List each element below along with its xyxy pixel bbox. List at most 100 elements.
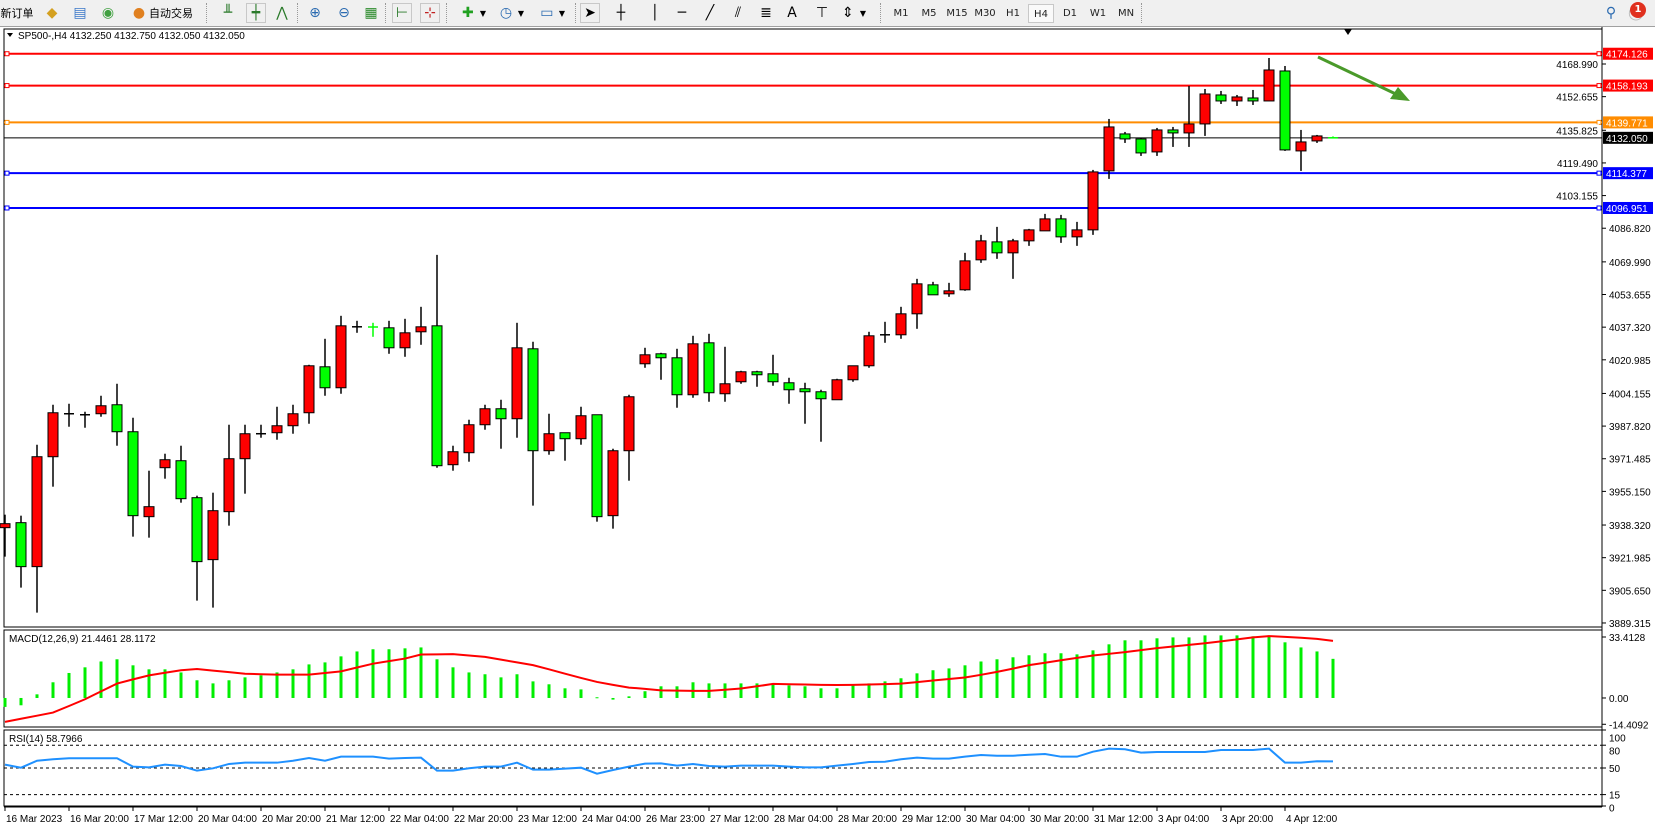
candle-body <box>559 432 571 440</box>
candle <box>911 278 923 329</box>
level-handle <box>1596 205 1602 211</box>
candle <box>47 404 59 487</box>
candle <box>1151 127 1163 156</box>
auto-trading-button[interactable]: ● 自动交易 <box>122 3 200 23</box>
zoom-out-icon[interactable]: ⊖ <box>338 5 350 21</box>
timeframe-mn[interactable]: MN <box>1117 8 1135 19</box>
auto-scroll-icon[interactable]: ⊢ <box>392 3 412 23</box>
timeframe-w1[interactable]: W1 <box>1089 8 1107 19</box>
periods-button[interactable]: ◷ ▼ <box>494 3 526 23</box>
search-icon[interactable]: ⚲ <box>1605 5 1617 21</box>
time-label: 30 Mar 04:00 <box>966 814 1025 825</box>
candle <box>1279 65 1291 151</box>
candle <box>511 322 523 438</box>
timeframe-h1[interactable]: H1 <box>1006 8 1020 19</box>
new-order-button[interactable]: 新订单 <box>0 3 34 23</box>
chart-shift-icon[interactable]: ⊹ <box>420 3 440 23</box>
candle <box>799 382 811 424</box>
timeframe-m1[interactable]: M1 <box>893 8 909 19</box>
candle-body <box>1007 240 1019 254</box>
templates-button[interactable]: ▭ ▼ <box>535 3 567 23</box>
vertical-line-icon[interactable]: │ <box>650 5 660 21</box>
timeframe-m5[interactable]: M5 <box>921 8 937 19</box>
candle-body <box>479 408 491 426</box>
timeframe-d1[interactable]: D1 <box>1062 8 1078 19</box>
separator <box>206 3 208 23</box>
macd-histogram-bar <box>1283 642 1287 698</box>
candle <box>543 413 555 455</box>
equidistant-channel-icon[interactable]: ⫽ <box>734 5 742 21</box>
timeframe-m15[interactable]: M15 <box>946 8 968 19</box>
macd-histogram-bar <box>451 667 455 698</box>
trend-arrow-line <box>1317 55 1401 98</box>
tile-windows-icon[interactable]: ▦ <box>364 5 378 21</box>
price-tick-label-bg <box>1552 189 1599 202</box>
candle <box>623 394 635 481</box>
history-center-icon[interactable]: ◆ <box>46 5 58 21</box>
macd-histogram-bar <box>67 672 71 698</box>
price-tick-label: 3955.150 <box>1609 487 1651 498</box>
fibonacci-icon[interactable]: ≣ <box>760 5 772 21</box>
template-icon: ▭ <box>540 5 554 21</box>
macd-tick-label: 33.4128 <box>1609 633 1646 644</box>
macd-histogram-bar <box>1011 657 1015 698</box>
crosshair-icon[interactable]: ┼ <box>616 5 626 21</box>
macd-histogram-bar <box>1075 654 1079 698</box>
candle-body <box>1071 229 1083 238</box>
price-tick-label: 3987.820 <box>1609 422 1651 433</box>
macd-histogram-bar <box>371 649 375 698</box>
timeframe-m30[interactable]: M30 <box>974 8 996 19</box>
level-price-label: 4158.193 <box>1606 82 1648 93</box>
horizontal-line-icon[interactable]: ─ <box>677 5 687 21</box>
candle-body <box>703 342 715 394</box>
candle <box>256 424 266 438</box>
shapes-button[interactable]: ⇕ ▼ <box>836 3 868 23</box>
candle <box>767 354 779 386</box>
candle <box>415 306 427 345</box>
candle-body <box>127 431 139 517</box>
level-price-label: 4132.050 <box>1606 134 1648 145</box>
candle <box>607 448 619 529</box>
macd-histogram-bar <box>659 686 663 698</box>
price-tick-label: 4053.655 <box>1609 291 1651 302</box>
bar-chart-icon[interactable]: ╨ <box>223 5 233 21</box>
candle <box>31 444 43 613</box>
zoom-in-icon[interactable]: ⊕ <box>309 5 321 21</box>
auto-trading-label: 自动交易 <box>149 7 193 20</box>
candle <box>495 399 507 449</box>
signals-icon[interactable]: ◉ <box>101 5 115 21</box>
text-label-icon[interactable]: ⊤ <box>815 5 829 21</box>
price-tick-label: 4135.825 <box>1556 126 1598 137</box>
time-label: 24 Mar 04:00 <box>582 814 641 825</box>
rsi-tick-label: 0 <box>1609 804 1615 815</box>
macd-histogram-bar <box>1315 651 1319 698</box>
candle-body <box>911 283 923 315</box>
price-tick-label: 4119.490 <box>1557 159 1598 170</box>
candle <box>223 424 235 526</box>
candle-body <box>399 332 411 349</box>
dropdown-arrow-icon: ▼ <box>558 8 566 18</box>
shapes-icon: ⇕ <box>842 5 854 21</box>
candle-body <box>1183 123 1195 134</box>
text-tool-icon[interactable]: A <box>782 3 802 23</box>
macd-histogram-bar <box>115 659 119 698</box>
data-window-icon[interactable]: ▤ <box>73 5 87 21</box>
separator <box>446 3 448 23</box>
candle-body <box>527 348 539 452</box>
trendline-icon[interactable]: ╱ <box>705 5 715 21</box>
candle-body <box>943 290 955 295</box>
candle <box>1023 228 1035 246</box>
time-label: 30 Mar 20:00 <box>1030 814 1089 825</box>
add-indicator-icon: ✚ <box>462 5 474 21</box>
chart-window[interactable]: SP500-,H4 4132.250 4132.750 4132.050 413… <box>0 27 1655 829</box>
candle <box>1087 169 1099 235</box>
indicators-button[interactable]: ✚ ▼ <box>456 3 488 23</box>
candlestick-chart-icon[interactable]: ┿ <box>246 3 266 23</box>
candle-body <box>191 497 203 563</box>
macd-histogram-bar <box>915 673 919 698</box>
candle <box>95 395 107 417</box>
cursor-icon[interactable]: ➤ <box>580 3 600 23</box>
level-price-label: 4174.126 <box>1606 50 1648 61</box>
timeframe-h4[interactable]: H4 <box>1028 4 1054 23</box>
line-chart-icon[interactable]: ⋀ <box>276 5 288 21</box>
